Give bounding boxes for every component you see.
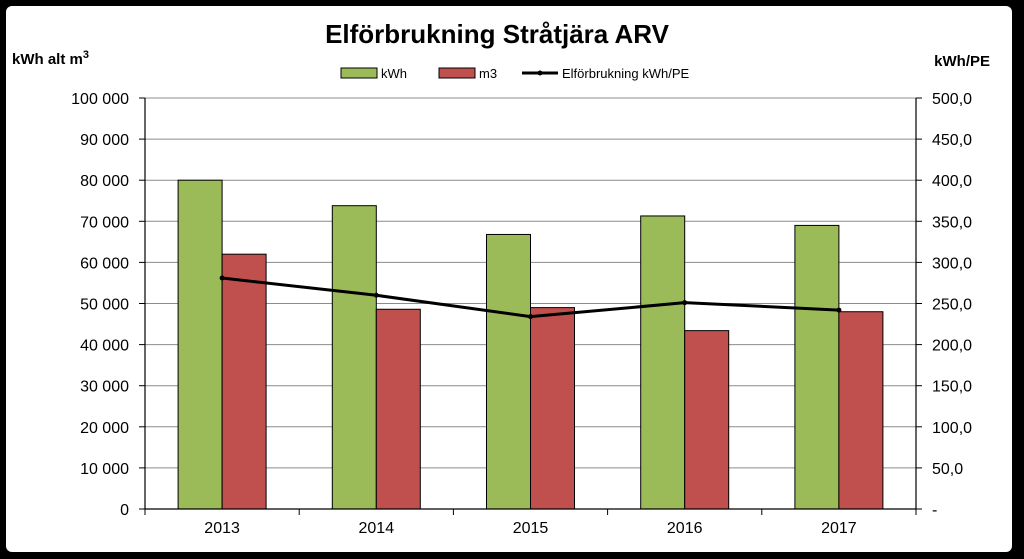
left-tick-label: 0 [120, 502, 129, 519]
right-tick-label: 200,0 [932, 338, 972, 355]
right-tick-label: 300,0 [932, 255, 972, 272]
legend-label: kWh [381, 66, 407, 81]
left-tick-label: 60 000 [80, 255, 129, 272]
bar-kwh [177, 179, 223, 510]
right-tick-label: 450,0 [932, 132, 972, 149]
bar-kwh [794, 224, 840, 510]
bar-kwh [640, 215, 686, 510]
legend-label: m3 [479, 66, 497, 81]
left-tick-label: 20 000 [80, 420, 129, 437]
left-axis-unit-sup: 3 [83, 49, 89, 61]
bar-kwh [331, 205, 377, 510]
chart-title: Elförbrukning Stråtjära ARV [325, 19, 669, 49]
legend-swatch [438, 67, 476, 79]
right-tick-label: 500,0 [932, 91, 972, 108]
x-tick-label: 2013 [204, 520, 240, 537]
right-axis-unit: kWh/PE [934, 53, 990, 70]
x-tick-label: 2016 [667, 520, 703, 537]
legend-label: Elförbrukning kWh/PE [562, 66, 689, 81]
axes: 0 - 10 000 50,0 20 000 100,0 30 000 150,0 40 000… [71, 91, 972, 537]
bar-kwh [486, 233, 531, 510]
bar-m3 [684, 330, 730, 510]
right-tick-label: - [932, 502, 937, 519]
right-tick-label: 400,0 [932, 173, 972, 190]
left-axis-unit-text: kWh alt m [12, 51, 83, 68]
line-point [528, 314, 533, 320]
legend-marker [537, 70, 543, 76]
line-point [219, 275, 225, 281]
right-tick-label: 350,0 [932, 214, 972, 231]
right-tick-label: 50,0 [932, 461, 963, 478]
right-tick-label: 100,0 [932, 420, 972, 437]
chart-svg: Elförbrukning Stråtjära ARV kWh alt m3 k… [12, 19, 990, 537]
legend: kWh m3 Elförbrukning kWh/PE [340, 66, 689, 81]
x-tick-label: 2015 [513, 520, 549, 537]
left-tick-label: 90 000 [80, 132, 129, 149]
left-tick-label: 80 000 [80, 173, 129, 190]
left-tick-label: 50 000 [80, 297, 129, 314]
left-tick-label: 40 000 [80, 338, 129, 355]
left-tick-label: 10 000 [80, 461, 129, 478]
chart-frame: Elförbrukning Stråtjära ARV kWh alt m3 k… [6, 6, 1012, 552]
line-point [836, 307, 842, 313]
left-tick-label: 30 000 [80, 379, 129, 396]
left-tick-label: 70 000 [80, 214, 129, 231]
left-tick-label: 100 000 [71, 91, 129, 108]
bar-m3 [375, 308, 421, 510]
left-axis-unit: kWh alt m3 [12, 49, 89, 68]
x-tick-label: 2014 [359, 520, 395, 537]
bar-m3 [838, 311, 884, 510]
line-point [373, 292, 379, 298]
right-tick-label: 250,0 [932, 297, 972, 314]
legend-swatch [340, 67, 378, 79]
line-series [219, 275, 842, 320]
right-tick-label: 150,0 [932, 379, 972, 396]
line-point [682, 300, 688, 306]
bar-m3 [221, 253, 267, 510]
x-tick-label: 2017 [821, 520, 857, 537]
bar-m3 [530, 307, 575, 510]
